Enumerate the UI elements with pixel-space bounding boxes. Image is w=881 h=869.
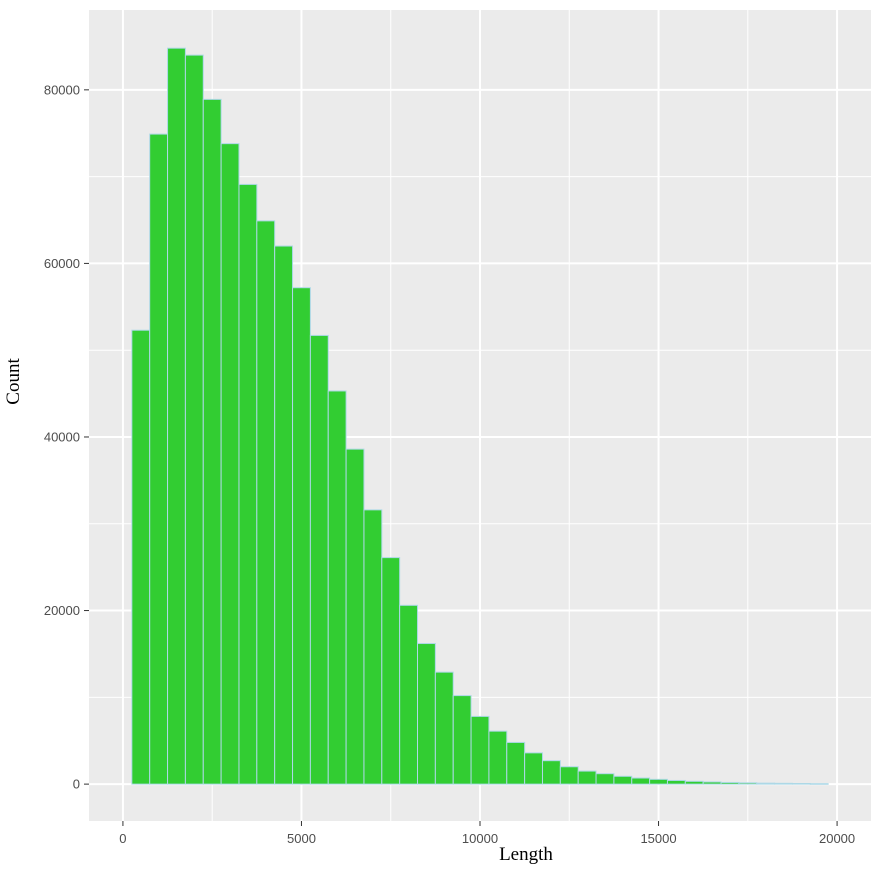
histogram-bar bbox=[470, 715, 490, 785]
y-tick-label: 60000 bbox=[44, 256, 80, 271]
histogram-bar bbox=[720, 781, 740, 785]
y-tick-label: 80000 bbox=[44, 82, 80, 97]
histogram-bar bbox=[399, 604, 419, 785]
x-axis-title: Length bbox=[499, 844, 553, 865]
histogram-bar bbox=[417, 643, 436, 785]
histogram-bar bbox=[506, 741, 526, 785]
histogram-bar bbox=[381, 557, 401, 785]
histogram-bar bbox=[649, 778, 668, 785]
histogram-bar bbox=[684, 780, 704, 785]
histogram-bars bbox=[131, 47, 829, 785]
x-axis-tick-labels: 0 5000 10000 15000 20000 bbox=[119, 831, 855, 846]
histogram-bar bbox=[274, 245, 294, 785]
histogram-bar bbox=[256, 220, 276, 785]
histogram-bar bbox=[488, 730, 508, 785]
histogram-bar bbox=[452, 695, 472, 785]
y-tick-label: 0 bbox=[73, 777, 80, 792]
x-tick-label: 10000 bbox=[462, 831, 498, 846]
histogram-bar bbox=[702, 781, 722, 785]
y-axis-tick-labels: 0 20000 40000 60000 80000 bbox=[44, 82, 80, 791]
axis-ticks bbox=[84, 89, 838, 826]
histogram-bar bbox=[309, 334, 329, 785]
histogram-bar bbox=[756, 782, 776, 785]
histogram-bar bbox=[167, 47, 186, 785]
x-tick-label: 0 bbox=[119, 831, 126, 846]
histogram-bar bbox=[327, 390, 347, 785]
histogram-bar bbox=[541, 760, 561, 785]
histogram-bar bbox=[202, 98, 222, 785]
histogram-bar bbox=[577, 770, 597, 785]
histogram-bar bbox=[666, 779, 686, 785]
histogram-bar bbox=[292, 287, 311, 785]
histogram-bar bbox=[220, 143, 240, 785]
histogram-bar bbox=[149, 133, 169, 785]
x-tick-label: 5000 bbox=[287, 831, 316, 846]
y-tick-label: 40000 bbox=[44, 429, 80, 444]
y-axis-title: Count bbox=[3, 358, 24, 405]
histogram-bar bbox=[631, 777, 651, 785]
histogram-bar bbox=[345, 448, 365, 785]
histogram-bar bbox=[184, 54, 204, 785]
x-tick-label: 15000 bbox=[640, 831, 676, 846]
histogram-bar bbox=[595, 773, 615, 785]
histogram-bar bbox=[363, 509, 383, 785]
y-tick-label: 20000 bbox=[44, 603, 80, 618]
histogram-bar bbox=[559, 766, 579, 785]
histogram-bar bbox=[791, 783, 811, 785]
histogram-bar bbox=[131, 329, 151, 785]
x-tick-label: 20000 bbox=[819, 831, 855, 846]
histogram-bar bbox=[738, 782, 758, 785]
histogram-bar bbox=[613, 775, 633, 785]
histogram-bar bbox=[809, 783, 829, 785]
histogram-bar bbox=[434, 671, 454, 785]
histogram-bar bbox=[774, 782, 793, 785]
histogram-bar bbox=[524, 752, 543, 785]
histogram-bar bbox=[238, 183, 258, 785]
